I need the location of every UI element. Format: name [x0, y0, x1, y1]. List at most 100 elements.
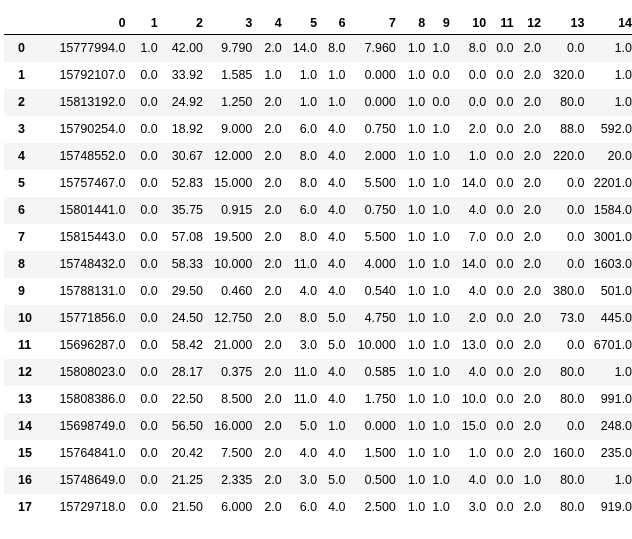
- table-cell: 1.0: [614, 68, 632, 82]
- table-cell: 8.500: [221, 392, 253, 406]
- column-header: 11: [500, 16, 514, 30]
- table-cell: 15757467.0: [59, 176, 126, 190]
- table-cell: 30.67: [171, 149, 203, 163]
- table-cell: 2.0: [523, 338, 542, 352]
- table-cell: 15808023.0: [59, 365, 126, 379]
- table-cell: 1.0: [432, 338, 450, 352]
- table-cell: 6.000: [221, 500, 253, 514]
- table-cell: 220.0: [553, 149, 585, 163]
- table-cell: 1.0: [407, 446, 426, 460]
- table-cell: 0.750: [364, 122, 396, 136]
- table-cell: 1.0: [407, 419, 426, 433]
- row-index: 4: [18, 149, 25, 163]
- table-cell: 1.0: [407, 365, 426, 379]
- table-cell: 235.0: [600, 446, 632, 460]
- table-cell: 320.0: [553, 68, 585, 82]
- table-cell: 1.0: [432, 149, 450, 163]
- table-cell: 1.0: [407, 311, 426, 325]
- table-cell: 1.0: [432, 230, 450, 244]
- row-index: 17: [18, 500, 32, 514]
- table-row: 4 15748552.0 0.0 30.67 12.000 2.0 8.0 4.0 2.000 1…: [4, 143, 632, 170]
- table-cell: 0.0: [567, 41, 585, 55]
- table-cell: 4.0: [299, 446, 318, 460]
- table-cell: 1.0: [407, 68, 426, 82]
- table-cell: 380.0: [553, 284, 585, 298]
- row-index: 3: [18, 122, 25, 136]
- table-cell: 15748552.0: [59, 149, 126, 163]
- table-cell: 15696287.0: [59, 338, 126, 352]
- table-cell: 5.0: [299, 419, 318, 433]
- table-cell: 14.0: [461, 176, 487, 190]
- table-cell: 15788131.0: [59, 284, 126, 298]
- table-cell: 2.0: [264, 122, 282, 136]
- table-cell: 2.0: [523, 68, 542, 82]
- table-cell: 0.0: [567, 419, 585, 433]
- row-index: 1: [18, 68, 25, 82]
- table-cell: 7.500: [221, 446, 253, 460]
- table-cell: 1.0: [614, 41, 632, 55]
- table-cell: 3001.0: [593, 230, 632, 244]
- table-row: 8 15748432.0 0.0 58.33 10.000 2.0 11.0 4.0 4.000…: [4, 251, 632, 278]
- table-row: 13 15808386.0 0.0 22.50 8.500 2.0 11.0 4.0 1.750…: [4, 386, 632, 413]
- table-row: 9 15788131.0 0.0 29.50 0.460 2.0 4.0 4.0 0.540 1.…: [4, 278, 632, 305]
- table-cell: 1.0: [407, 257, 426, 271]
- column-header: 10: [472, 16, 487, 30]
- table-cell: 42.00: [171, 41, 203, 55]
- row-index: 2: [18, 95, 25, 109]
- table-row: 16 15748649.0 0.0 21.25 2.335 2.0 3.0 5.0 0.500 1…: [4, 467, 632, 494]
- row-index: 6: [18, 203, 25, 217]
- table-cell: 0.0: [140, 176, 158, 190]
- table-cell: 0.0: [496, 122, 514, 136]
- table-cell: 5.500: [364, 230, 396, 244]
- table-cell: 12.000: [214, 149, 253, 163]
- table-cell: 15748432.0: [59, 257, 126, 271]
- table-cell: 14.0: [461, 257, 487, 271]
- row-index: 13: [18, 392, 32, 406]
- table-cell: 8.0: [299, 230, 318, 244]
- table-cell: 15729718.0: [59, 500, 126, 514]
- table-cell: 80.0: [560, 500, 585, 514]
- table-row: 14 15698749.0 0.0 56.50 16.000 2.0 5.0 1.0 0.000…: [4, 413, 632, 440]
- table-cell: 1.0: [432, 473, 450, 487]
- table-cell: 0.000: [364, 95, 396, 109]
- table-cell: 0.375: [221, 365, 253, 379]
- table-cell: 0.0: [496, 149, 514, 163]
- table-cell: 2.0: [523, 230, 542, 244]
- table-cell: 15792107.0: [59, 68, 126, 82]
- table-cell: 6.0: [299, 500, 318, 514]
- row-index: 16: [18, 473, 32, 487]
- table-cell: 2.0: [523, 149, 542, 163]
- table-cell: 12.750: [214, 311, 253, 325]
- table-cell: 5.0: [328, 311, 346, 325]
- table-cell: 2.0: [264, 446, 282, 460]
- table-cell: 2.0: [523, 446, 542, 460]
- table-cell: 1.0: [407, 473, 426, 487]
- table-cell: 0.0: [140, 500, 158, 514]
- table-cell: 11.0: [293, 392, 318, 406]
- table-cell: 2.0: [264, 95, 282, 109]
- table-cell: 919.0: [600, 500, 632, 514]
- header-row: 0 1 2 3 4 5 6 7 8 9 10 11 12 13 14: [4, 12, 632, 35]
- row-index: 5: [18, 176, 25, 190]
- table-cell: 2.0: [523, 311, 542, 325]
- table-cell: 9.790: [221, 41, 253, 55]
- table-cell: 1.0: [432, 41, 450, 55]
- table-cell: 2.0: [264, 176, 282, 190]
- table-cell: 0.0: [496, 473, 514, 487]
- table-cell: 0.0: [496, 95, 514, 109]
- table-cell: 1.0: [407, 230, 426, 244]
- table-cell: 24.92: [171, 95, 203, 109]
- table-cell: 1.0: [432, 500, 450, 514]
- table-cell: 4.750: [364, 311, 396, 325]
- table-cell: 2.0: [264, 392, 282, 406]
- table-row: 15 15764841.0 0.0 20.42 7.500 2.0 4.0 4.0 1.500 1…: [4, 440, 632, 467]
- table-cell: 13.0: [461, 338, 487, 352]
- table-cell: 3.0: [468, 500, 487, 514]
- table-cell: 0.0: [140, 446, 158, 460]
- table-cell: 2.0: [264, 473, 282, 487]
- table-cell: 1.0: [432, 257, 450, 271]
- table-cell: 1.0: [432, 365, 450, 379]
- table-cell: 0.0: [567, 176, 585, 190]
- table-cell: 1.0: [407, 149, 426, 163]
- table-cell: 5.500: [364, 176, 396, 190]
